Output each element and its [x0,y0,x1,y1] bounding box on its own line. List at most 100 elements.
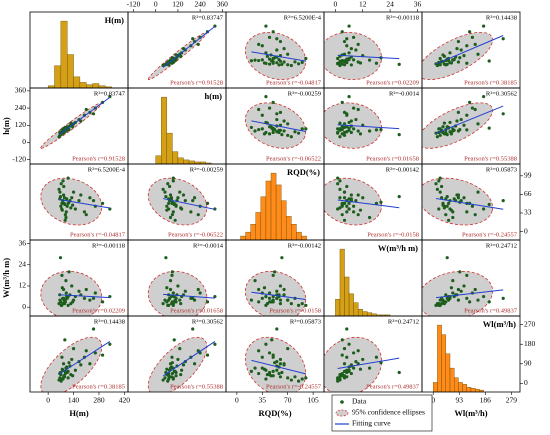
data-point [164,195,168,199]
data-point [71,203,75,207]
data-point [257,371,261,376]
data-point [447,218,451,222]
data-point [264,294,268,299]
data-point [336,127,340,131]
data-point [345,375,349,379]
histogram-bar [177,157,184,164]
panel [147,327,217,392]
data-point [63,298,67,302]
data-point [61,179,65,183]
data-point [444,130,448,135]
data-point [336,176,340,180]
fitting-line [163,293,215,299]
data-point [253,279,257,283]
data-point [345,204,349,208]
histogram-bar [362,311,368,316]
fitting-line [337,199,400,209]
data-point [84,107,88,112]
fitting-line [59,294,110,299]
data-point [260,127,264,131]
data-point [61,362,66,366]
data-point [374,61,379,65]
x-tick-label: 0 [154,0,158,9]
r-squared: R²=-0.00118 [386,14,419,21]
histogram-bar [92,83,100,88]
data-point [476,122,480,126]
data-point [60,208,64,212]
data-point [468,300,472,304]
data-point [267,291,272,295]
data-point [165,204,169,208]
data-point [66,303,70,307]
data-point [347,120,351,125]
y-tick-label: 66 [524,189,532,198]
data-point [286,298,290,302]
histogram-bar [60,20,68,88]
data-point [448,120,452,125]
data-point [181,46,186,51]
pearson-r: Pearson's r=0.49837 [366,383,420,390]
data-point [352,106,356,110]
data-point [64,279,68,283]
y-axis-label: h(m) [1,117,11,135]
data-point [84,287,88,292]
data-point [277,371,281,376]
fitting-line [251,51,306,62]
data-point [487,300,491,304]
pearson-r: Pearson's r=0.55388 [170,383,223,390]
data-point [277,130,281,135]
data-point [191,198,195,203]
pearson-r: Pearson's r=-0.06522 [168,231,223,238]
data-point [448,51,452,55]
data-point [361,196,365,200]
data-point [166,303,170,307]
y-tick-label: 90 [524,358,532,367]
data-point [470,106,474,110]
data-point [77,289,81,293]
y-tick-label: 24 [19,259,27,268]
r-squared: R²=0.24712 [486,242,517,249]
data-point [349,63,353,67]
data-point [67,361,71,365]
histogram-bar [301,235,307,240]
histogram-bar [166,132,173,164]
y-tick-label: 12 [19,281,27,290]
data-point [340,30,344,34]
data-point [342,59,347,63]
data-point [452,128,456,132]
r-squared: R²=0.83747 [94,90,126,97]
data-point [438,127,442,131]
data-point [61,193,66,197]
data-point [342,39,347,44]
fitting-line [162,341,216,377]
data-point [336,56,340,61]
data-point [440,184,444,189]
histogram-bar [265,180,272,240]
data-point [444,293,448,297]
data-point [286,376,290,380]
data-point [482,24,486,28]
data-point [260,58,264,62]
data-point [82,296,87,300]
data-point [257,127,261,132]
data-point [63,213,67,217]
data-point [296,62,301,66]
data-point [349,371,353,376]
data-point [257,42,261,46]
data-point [296,131,301,135]
data-point [458,56,462,60]
data-point [282,129,286,133]
data-point [264,342,268,346]
variable-title: Wl(m³/h) [483,319,516,329]
data-point [304,56,308,61]
data-point [374,201,379,206]
data-point [71,125,75,129]
panel [422,256,505,316]
data-point [289,378,293,382]
data-point [342,190,347,194]
data-point [345,112,349,116]
data-point [100,300,105,304]
data-point [267,370,272,375]
panel [40,95,112,149]
x-axis-label: H(m) [69,408,89,418]
